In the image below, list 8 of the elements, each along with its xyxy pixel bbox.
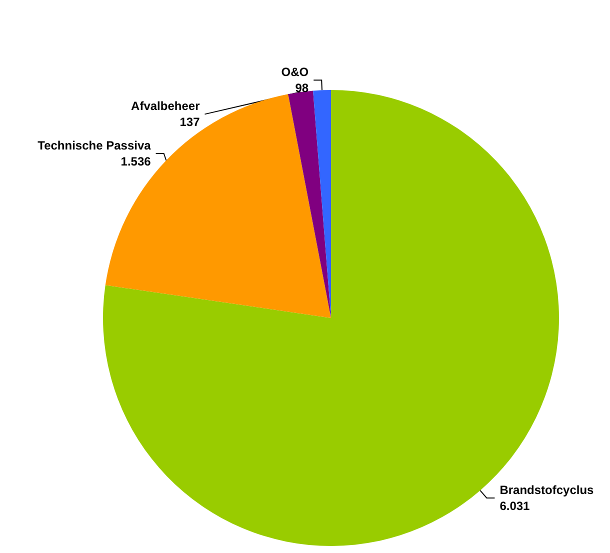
data-label: 6.031 bbox=[500, 499, 530, 514]
data-label: 137 bbox=[180, 115, 200, 130]
data-label: 98 bbox=[295, 81, 309, 96]
slice-label: Brandstofcyclus bbox=[500, 483, 594, 498]
slice-label: Technische Passiva bbox=[38, 138, 152, 153]
slice-label: Afvalbeheer bbox=[131, 99, 200, 114]
slice-label: O&O bbox=[281, 65, 309, 80]
data-label: 1.536 bbox=[120, 154, 152, 169]
